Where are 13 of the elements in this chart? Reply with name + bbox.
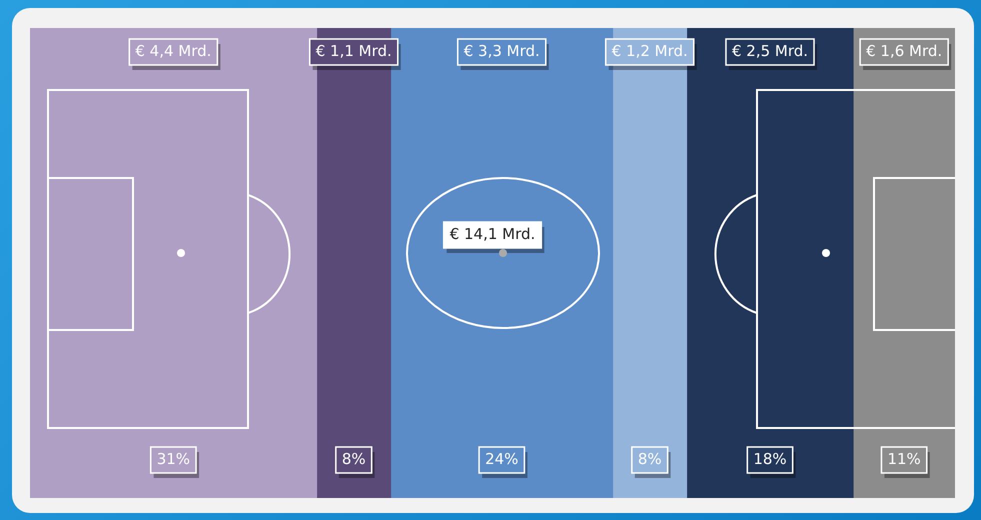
data-label: 18% (753, 450, 787, 468)
data-label: 24% (485, 450, 518, 468)
data-label: 8% (342, 450, 366, 468)
annotation: € 1,1 Mrd. (316, 42, 392, 60)
annotation: € 2,5 Mrd. (732, 42, 808, 60)
annotation: € 1,2 Mrd. (612, 42, 688, 60)
annotation: € 1,6 Mrd. (866, 42, 942, 60)
data-label: 11% (887, 450, 921, 468)
annotation: € 3,3 Mrd. (464, 42, 540, 60)
data-label: 8% (638, 450, 662, 468)
data-label: 31% (156, 450, 190, 468)
annotation: € 4,4 Mrd. (135, 42, 212, 60)
annotation: € 14,1 Mrd. (450, 224, 536, 243)
